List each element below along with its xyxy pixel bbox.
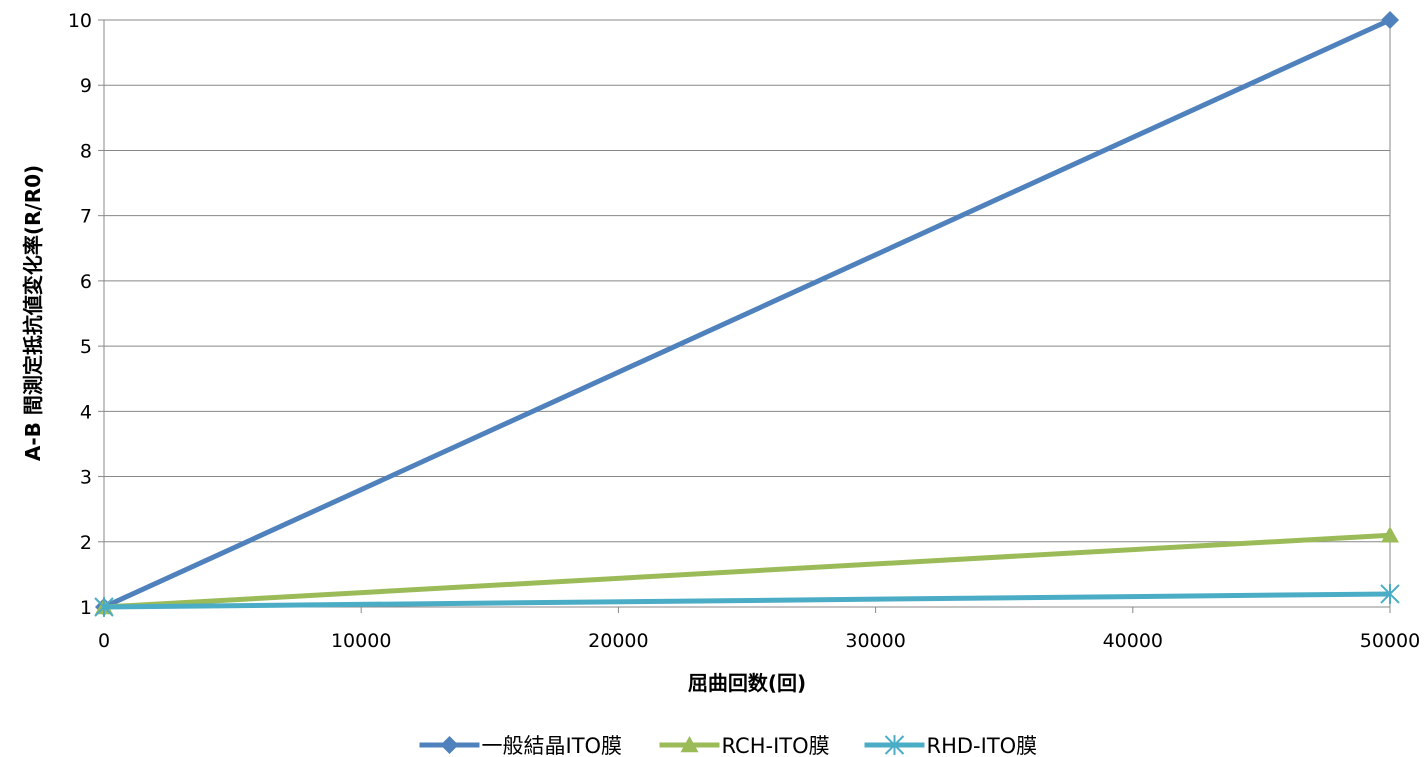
x-axis-title: 屈曲回数(回): [688, 671, 806, 695]
x-tick-label: 10000: [331, 630, 391, 652]
y-tick-label: 1: [80, 597, 92, 619]
legend-label: RHD-ITO膜: [927, 734, 1038, 757]
x-tick-label: 30000: [845, 630, 905, 652]
y-tick-label: 2: [80, 532, 92, 554]
y-axis: 1 2 3 4 5 6 7 8 9 10: [68, 10, 104, 619]
legend: 一般結晶ITO膜 RCH-ITO膜 RHD-ITO膜: [419, 734, 1038, 757]
series-line: [102, 17, 1392, 610]
x-tick-label: 20000: [588, 630, 648, 652]
y-tick-label: 3: [80, 467, 92, 489]
series-line: [103, 532, 1391, 610]
y-axis-title: A-B 間測定抵抗値変化率(R/R0): [21, 165, 45, 461]
data-point: [94, 597, 114, 617]
data-point: [1381, 11, 1399, 29]
legend-label: 一般結晶ITO膜: [482, 734, 623, 757]
y-tick-label: 9: [80, 75, 92, 97]
y-tick-label: 5: [80, 336, 92, 358]
y-tick-label: 8: [80, 140, 92, 162]
y-tick-label: 7: [80, 206, 92, 228]
y-tick-label: 10: [68, 10, 92, 32]
grid-lines: [104, 19, 1390, 543]
y-tick-label: 6: [80, 271, 92, 293]
data-point: [440, 736, 459, 754]
legend-item: RCH-ITO膜: [659, 734, 830, 757]
legend-item: RHD-ITO膜: [864, 734, 1038, 757]
data-point: [1381, 526, 1399, 543]
data-point: [884, 735, 905, 755]
x-axis: 0 10000 20000 30000 40000 50000: [98, 607, 1420, 652]
legend-label: RCH-ITO膜: [722, 734, 830, 757]
x-tick-label: 40000: [1103, 630, 1163, 652]
y-tick-label: 4: [80, 401, 92, 423]
x-tick-label: 50000: [1360, 630, 1420, 652]
series-line: [103, 591, 1391, 610]
x-tick-label: 0: [98, 630, 110, 652]
series-layer: [94, 11, 1400, 617]
data-point: [680, 736, 699, 753]
data-point: [1380, 584, 1400, 604]
legend-item: 一般結晶ITO膜: [419, 734, 623, 757]
